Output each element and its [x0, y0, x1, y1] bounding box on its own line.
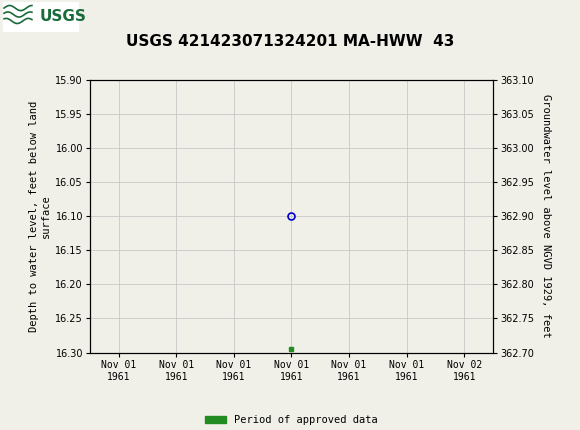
FancyBboxPatch shape — [3, 2, 78, 31]
Text: USGS: USGS — [39, 9, 86, 24]
Y-axis label: Groundwater level above NGVD 1929, feet: Groundwater level above NGVD 1929, feet — [541, 94, 551, 338]
Text: USGS 421423071324201 MA-HWW  43: USGS 421423071324201 MA-HWW 43 — [126, 34, 454, 49]
Y-axis label: Depth to water level, feet below land
surface: Depth to water level, feet below land su… — [30, 101, 51, 332]
Legend: Period of approved data: Period of approved data — [201, 411, 382, 429]
